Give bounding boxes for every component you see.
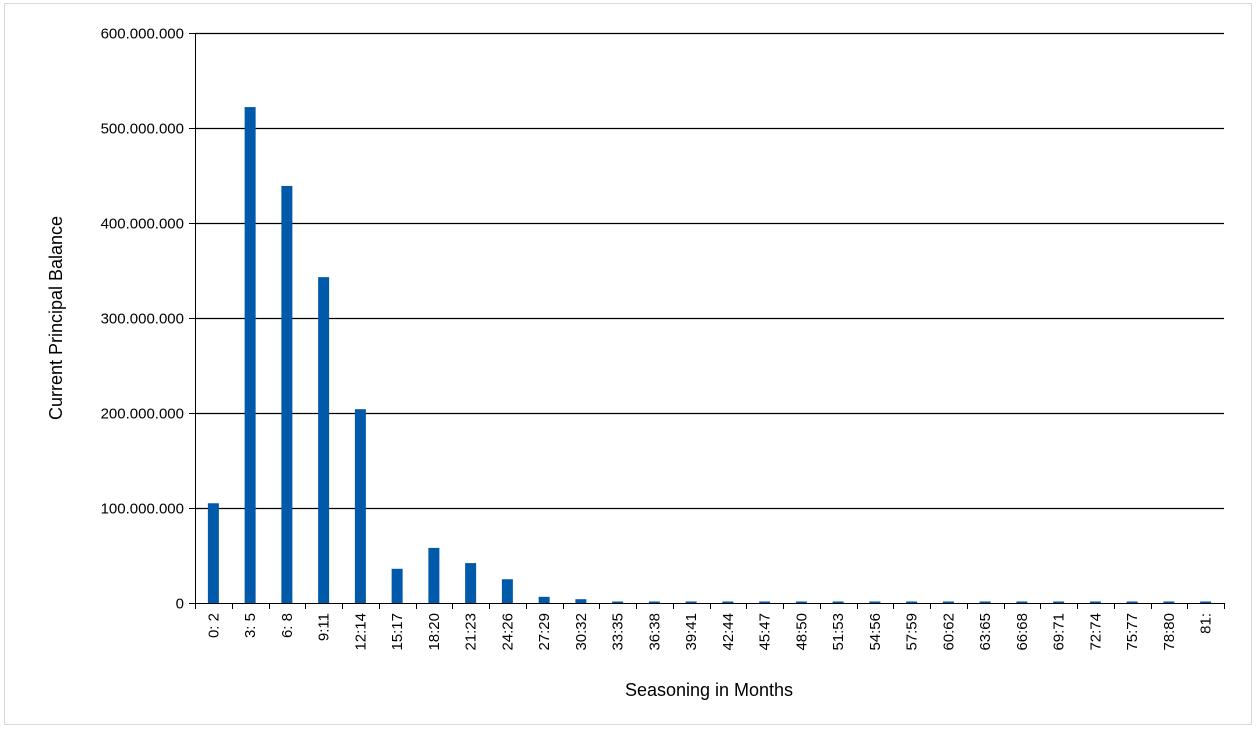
x-tick-label: 48:50 xyxy=(793,613,810,651)
x-tick-label: 72:74 xyxy=(1087,613,1104,651)
x-tick-label: 63:65 xyxy=(977,613,994,651)
bar xyxy=(906,601,918,603)
x-tick-label: 12:14 xyxy=(352,613,369,651)
bar xyxy=(244,107,256,603)
x-tick-label: 81: xyxy=(1198,613,1215,634)
x-tick-label: 51:53 xyxy=(830,613,847,651)
x-tick-label: 33:35 xyxy=(610,613,627,651)
bar xyxy=(685,601,697,603)
bar xyxy=(1126,601,1138,603)
bar xyxy=(538,596,550,603)
axes xyxy=(189,33,1225,609)
y-tick-label: 0 xyxy=(176,596,184,613)
bar xyxy=(1089,601,1101,603)
x-tick-label: 27:29 xyxy=(536,613,553,651)
y-tick-label: 400.000.000 xyxy=(101,216,184,233)
bar xyxy=(979,601,991,603)
bar xyxy=(869,601,881,603)
x-tick-label: 24:26 xyxy=(499,613,516,651)
y-axis-title: Current Principal Balance xyxy=(46,216,66,420)
bar xyxy=(391,568,403,603)
bar xyxy=(575,599,587,603)
x-tick-label: 66:68 xyxy=(1014,613,1031,651)
x-tick-label: 6: 8 xyxy=(279,613,296,638)
x-tick-label: 39:41 xyxy=(683,613,700,651)
bar xyxy=(354,409,366,603)
bar xyxy=(648,601,660,603)
bar xyxy=(1053,601,1065,603)
bar xyxy=(465,563,477,603)
gridlines xyxy=(195,32,1224,510)
y-tick-label: 200.000.000 xyxy=(101,406,184,423)
y-tick-label: 100.000.000 xyxy=(101,501,184,518)
x-tick-label: 36:38 xyxy=(646,613,663,651)
x-tick-label: 21:23 xyxy=(463,613,480,651)
bar xyxy=(942,601,954,603)
chart-frame xyxy=(4,3,1252,725)
x-tick-label: 42:44 xyxy=(720,613,737,651)
x-tick-label: 15:17 xyxy=(389,613,406,651)
x-tick-label: 54:56 xyxy=(867,613,884,651)
bar xyxy=(832,601,844,603)
x-tick-label: 69:71 xyxy=(1051,613,1068,651)
x-tick-label: 18:20 xyxy=(426,613,443,651)
y-tick-label: 600.000.000 xyxy=(101,26,184,43)
bar xyxy=(428,547,440,603)
x-tick-label: 57:59 xyxy=(904,613,921,651)
bar-series xyxy=(207,107,1212,603)
bar xyxy=(281,185,293,603)
x-tick-label: 60:62 xyxy=(940,613,957,651)
y-tick-labels: 0 100.000.000 200.000.000 300.000.000 400.00… xyxy=(101,26,184,613)
bar xyxy=(759,601,771,603)
x-tick-label: 78:80 xyxy=(1161,613,1178,651)
x-tick-label: 30:32 xyxy=(573,613,590,651)
bar xyxy=(612,601,624,603)
bar xyxy=(1016,601,1028,603)
x-axis-title: Seasoning in Months xyxy=(625,680,793,700)
bar xyxy=(722,601,734,603)
bar xyxy=(501,579,513,603)
x-tick-label: 75:77 xyxy=(1124,613,1141,651)
x-tick-label: 3: 5 xyxy=(242,613,259,638)
bar xyxy=(1163,601,1175,603)
bar xyxy=(207,503,219,603)
bar xyxy=(795,601,807,603)
bar xyxy=(1200,601,1212,603)
x-tick-label: 0: 2 xyxy=(205,613,222,638)
y-tick-label: 500.000.000 xyxy=(101,121,184,138)
x-tick-label: 45:47 xyxy=(757,613,774,651)
bar xyxy=(318,277,330,603)
y-tick-label: 300.000.000 xyxy=(101,311,184,328)
x-tick-label: 9:11 xyxy=(316,613,333,641)
x-tick-labels: 0: 2 3: 5 6: 8 9:11 12:14 15:17 18:20 21:23 24:2… xyxy=(205,613,1214,651)
